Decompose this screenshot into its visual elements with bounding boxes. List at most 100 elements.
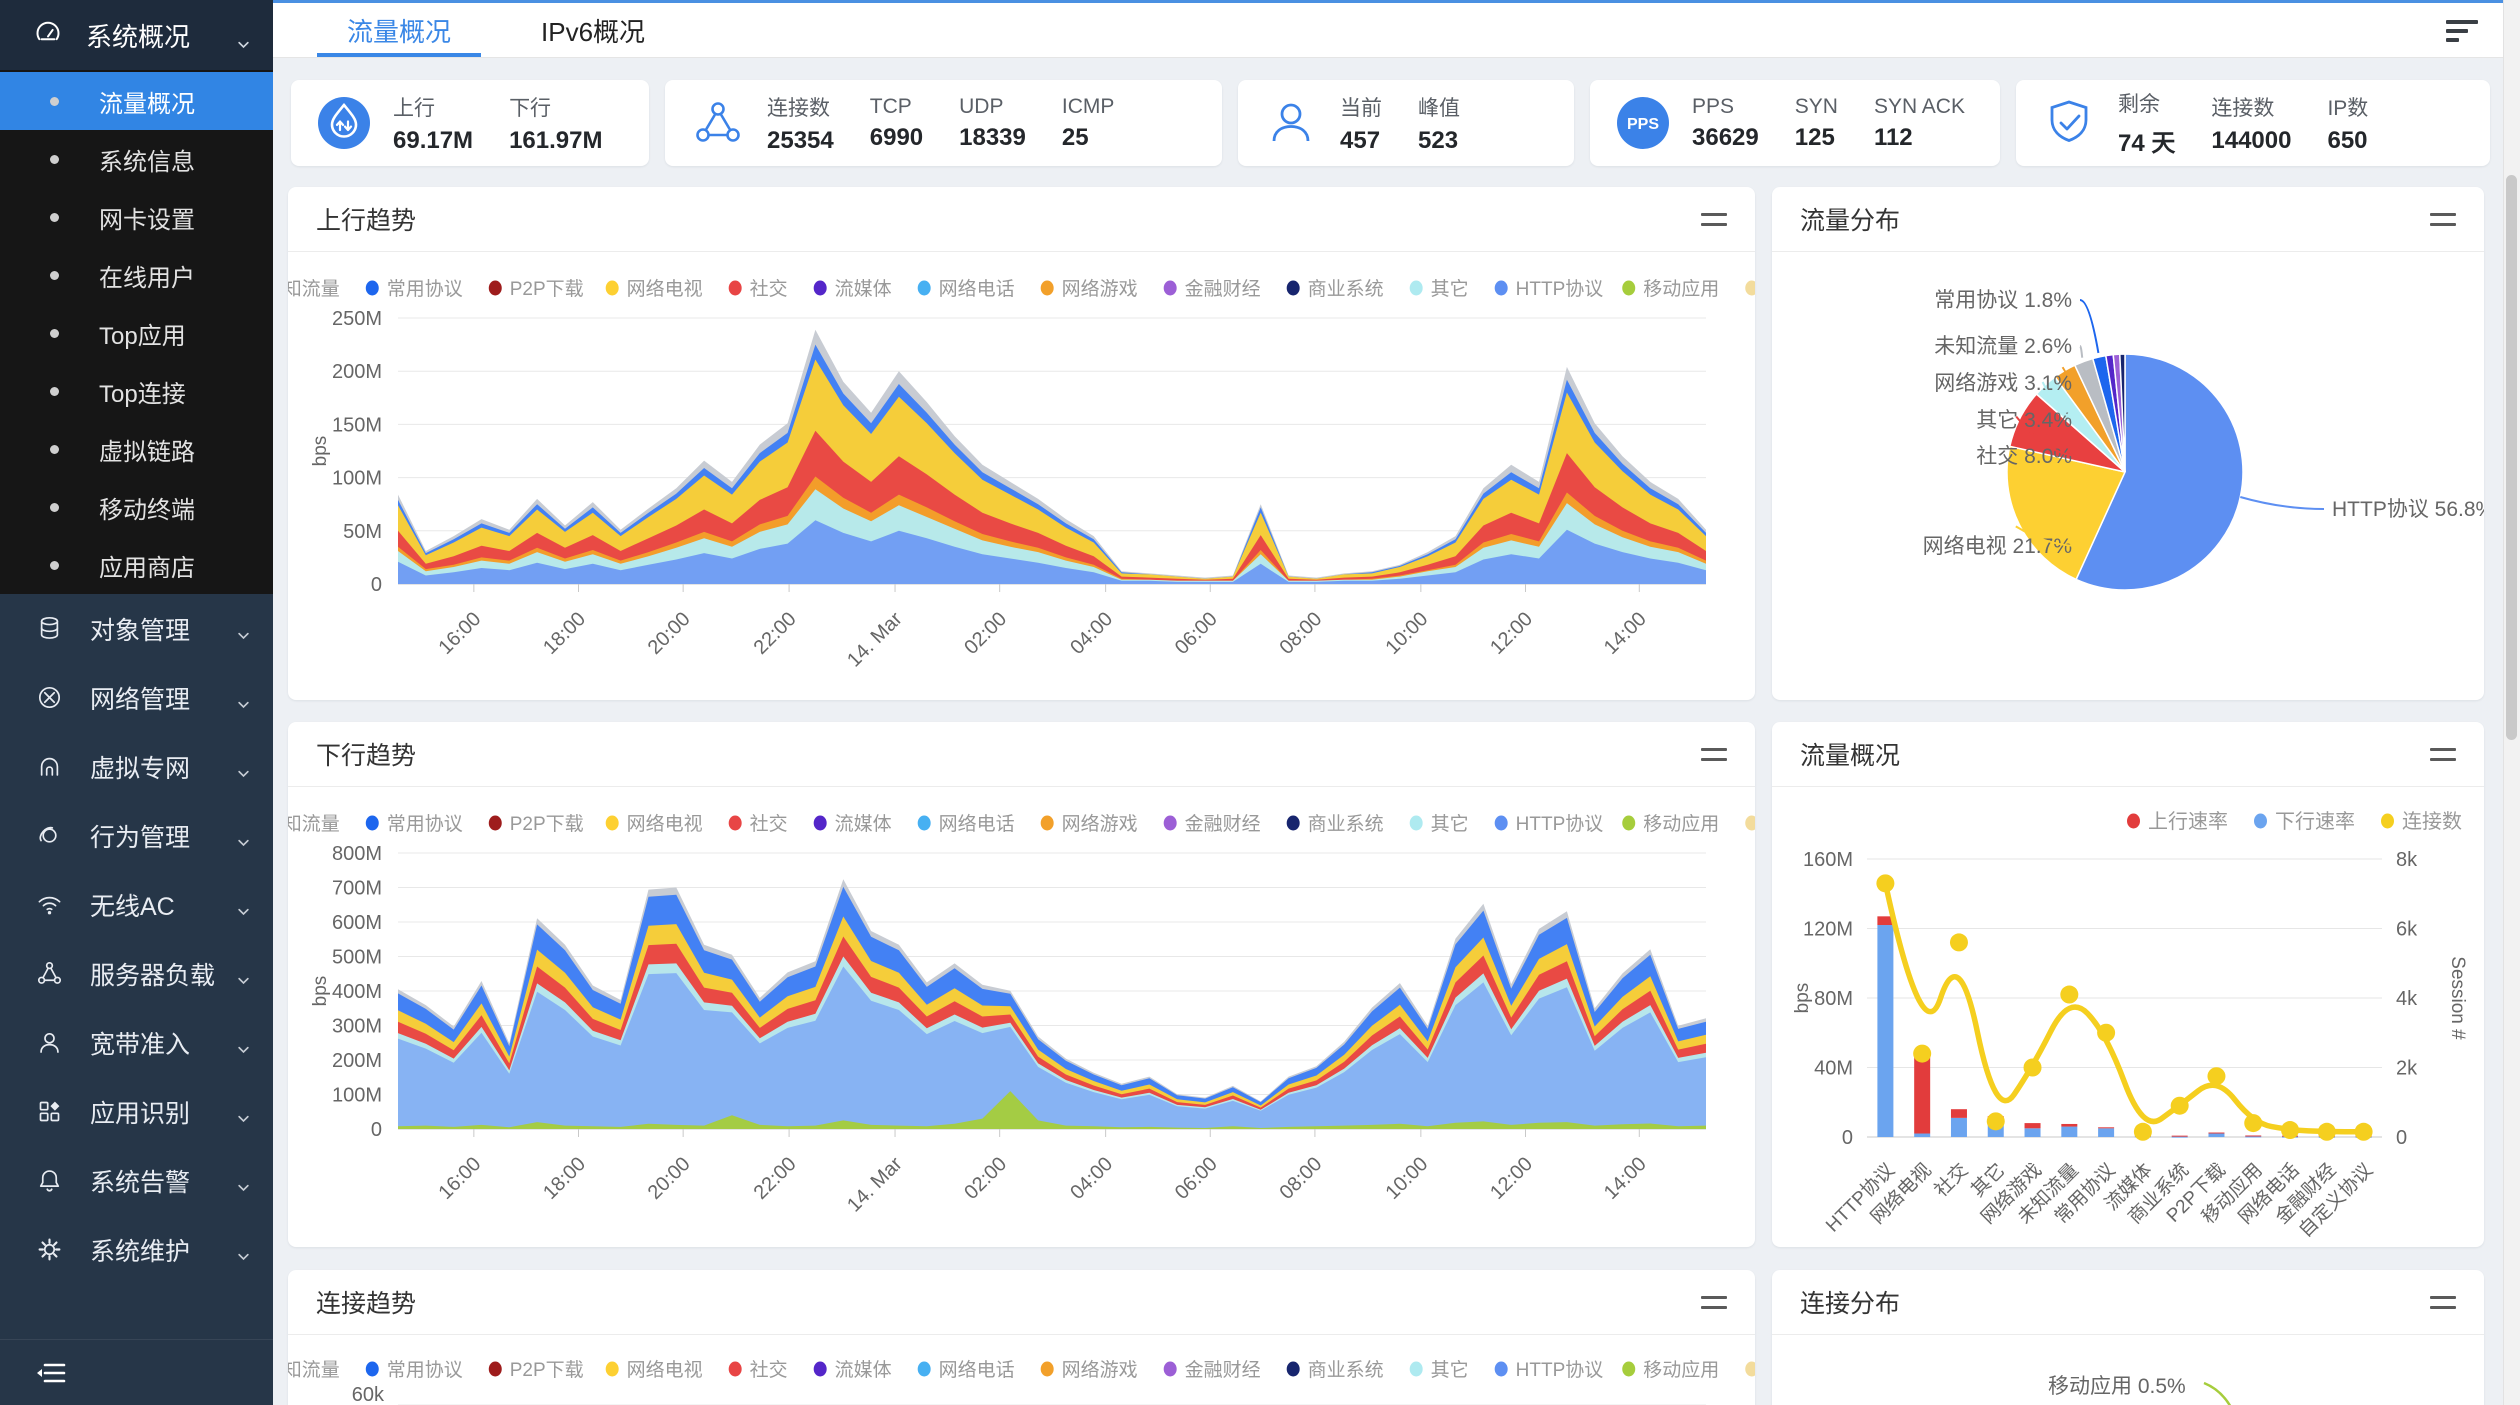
svg-text:22:00: 22:00 [750, 608, 801, 659]
chevron-down-icon [236, 828, 251, 843]
svg-text:18:00: 18:00 [539, 608, 590, 659]
sidebar-item-behavior-management[interactable]: 行为管理 [0, 801, 273, 870]
svg-text:200M: 200M [332, 361, 382, 383]
sidebar-item-wireless-ac[interactable]: 无线AC [0, 870, 273, 939]
svg-text:其它: 其它 [1431, 813, 1469, 835]
stat: UDP18339 [959, 95, 1026, 152]
card-menu-icon[interactable] [2430, 1289, 2456, 1316]
svg-text:社交: 社交 [750, 813, 788, 835]
svg-text:600M: 600M [332, 912, 382, 934]
svg-text:社交 8.0%: 社交 8.0% [1976, 445, 2072, 468]
grid-icon [36, 1098, 63, 1125]
card-traffic-distribution: 流量分布 常用协议 1.8%未知流量 2.6%网络游戏 3.1%其它 3.4%社… [1772, 187, 2484, 700]
card-menu-icon[interactable] [1701, 206, 1727, 233]
svg-text:未知流量 2.6%: 未知流量 2.6% [1934, 335, 2072, 358]
stat-card-connections: 连接数25354TCP6990UDP18339ICMP25 [665, 80, 1222, 166]
card-menu-icon[interactable] [1701, 741, 1727, 768]
bullet-dot-icon [50, 213, 59, 222]
svg-text:18:00: 18:00 [539, 1153, 590, 1204]
chevron-down-icon [236, 1035, 251, 1050]
svg-text:下行速率: 下行速率 [2275, 810, 2355, 833]
svg-text:0: 0 [371, 574, 382, 596]
sidebar-item-traffic-overview[interactable]: 流量概况 [0, 72, 273, 130]
stat: SYN125 [1795, 95, 1838, 152]
scrollbar-thumb[interactable] [2506, 175, 2517, 740]
svg-text:Session #: Session # [2447, 956, 2468, 1040]
sidebar-item-nic-settings[interactable]: 网卡设置 [0, 188, 273, 246]
svg-text:流媒体: 流媒体 [835, 813, 892, 835]
stat-value: 18339 [959, 124, 1026, 152]
sidebar-item-network-management[interactable]: 网络管理 [0, 663, 273, 732]
stat-value: 523 [1418, 127, 1460, 155]
stat-label: 上行 [393, 92, 473, 122]
stat: 连接数144000 [2211, 92, 2291, 155]
sidebar-item-object-management[interactable]: 对象管理 [0, 594, 273, 663]
stat-value: 69.17M [393, 127, 473, 155]
stat-label: 下行 [509, 92, 602, 122]
bullet-dot-icon [50, 561, 59, 570]
tab-traffic-overview[interactable]: 流量概况 [317, 3, 481, 57]
sidebar-item-top-connections[interactable]: Top连接 [0, 362, 273, 420]
page-scrollbar[interactable] [2503, 0, 2520, 1405]
bullet-dot-icon [50, 97, 59, 106]
svg-text:上行速率: 上行速率 [2148, 810, 2228, 833]
svg-text:金融财经: 金融财经 [1185, 813, 1261, 835]
svg-text:04:00: 04:00 [1066, 1153, 1117, 1204]
stat-value: 161.97M [509, 127, 602, 155]
svg-text:网络电话: 网络电话 [939, 278, 1015, 300]
chevron-down-icon [236, 621, 251, 636]
svg-text:0: 0 [371, 1119, 382, 1141]
gear-icon [36, 1236, 63, 1263]
sidebar-item-top-apps[interactable]: Top应用 [0, 304, 273, 362]
sidebar-item-vpn[interactable]: 虚拟专网 [0, 732, 273, 801]
svg-text:网络电话: 网络电话 [939, 1359, 1015, 1381]
svg-text:HTTP协议: HTTP协议 [1516, 1359, 1604, 1381]
sidebar-item-online-users[interactable]: 在线用户 [0, 246, 273, 304]
sidebar-item-system-overview[interactable]: 系统概况 [0, 0, 273, 70]
collapse-sidebar-button[interactable] [0, 1339, 273, 1405]
svg-text:P2P下载: P2P下载 [510, 278, 584, 300]
svg-text:bps: bps [310, 976, 331, 1007]
svg-text:06:00: 06:00 [1171, 608, 1222, 659]
user-icon [36, 1029, 63, 1056]
sort-lines-icon[interactable] [2446, 20, 2478, 47]
stat-label: IP数 [2327, 92, 2368, 122]
svg-text:08:00: 08:00 [1275, 1153, 1326, 1204]
down-trend-chart: 未知流量常用协议P2P下载网络电视社交流媒体网络电话网络游戏金融财经商业系统其它… [288, 787, 1755, 1247]
connection-distribution-pie: 移动应用 0.5% [1772, 1335, 2484, 1405]
sidebar-item-mobile-terminals[interactable]: 移动终端 [0, 478, 273, 536]
svg-text:0: 0 [1842, 1127, 1853, 1149]
sidebar-item-system-alarm[interactable]: 系统告警 [0, 1146, 273, 1215]
sidebar-item-app-identification[interactable]: 应用识别 [0, 1077, 273, 1146]
sidebar-item-app-store[interactable]: 应用商店 [0, 536, 273, 594]
svg-text:80M: 80M [1814, 988, 1853, 1010]
svg-text:网络电视: 网络电视 [627, 1359, 703, 1381]
stat-label: 连接数 [767, 92, 834, 122]
svg-text:12:00: 12:00 [1486, 608, 1537, 659]
stat-value: 125 [1795, 124, 1838, 152]
tab-bar: 流量概况 IPv6概况 [273, 0, 2520, 58]
svg-text:02:00: 02:00 [960, 608, 1011, 659]
chevron-down-icon [236, 966, 251, 981]
svg-text:常用协议: 常用协议 [387, 813, 463, 835]
sidebar-item-virtual-links[interactable]: 虚拟链路 [0, 420, 273, 478]
chevron-down-icon [236, 1242, 251, 1257]
sidebar-item-system-info[interactable]: 系统信息 [0, 130, 273, 188]
card-menu-icon[interactable] [2430, 741, 2456, 768]
chevron-down-icon [236, 1173, 251, 1188]
sidebar-item-system-maintenance[interactable]: 系统维护 [0, 1215, 273, 1284]
globe-icon [36, 684, 63, 711]
bullet-dot-icon [50, 155, 59, 164]
svg-text:100M: 100M [332, 1085, 382, 1107]
stat-card-shield: 剩余74 天连接数144000IP数650 [2016, 80, 2490, 166]
stat-card-users: 当前457峰值523 [1238, 80, 1574, 166]
sidebar-item-broadband-access[interactable]: 宽带准入 [0, 1008, 273, 1077]
card-menu-icon[interactable] [2430, 206, 2456, 233]
card-menu-icon[interactable] [1701, 1289, 1727, 1316]
card-connection-trend: 连接趋势 未知流量常用协议P2P下载网络电视社交流媒体网络电话网络游戏金融财经商… [288, 1270, 1755, 1405]
tab-ipv6-overview[interactable]: IPv6概况 [511, 3, 675, 57]
stat-label: 峰值 [1418, 92, 1460, 122]
sidebar-item-server-load[interactable]: 服务器负载 [0, 939, 273, 1008]
svg-text:06:00: 06:00 [1171, 1153, 1222, 1204]
arch-icon [36, 753, 63, 780]
